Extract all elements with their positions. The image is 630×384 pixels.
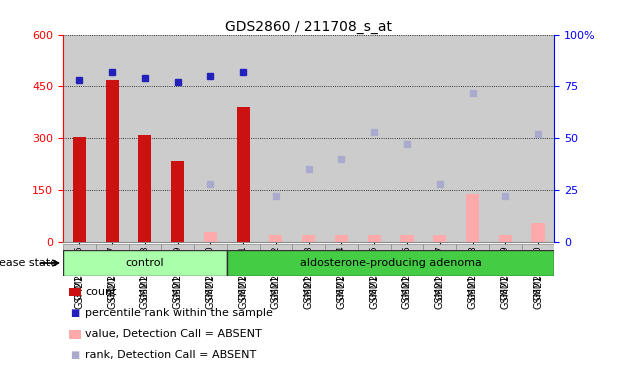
Text: disease state: disease state — [0, 258, 57, 268]
Bar — [260, 244, 292, 275]
Text: GSM211459: GSM211459 — [501, 245, 510, 300]
Bar — [325, 244, 358, 275]
Bar — [522, 244, 554, 275]
Bar — [204, 232, 217, 242]
Bar — [499, 235, 512, 242]
Text: GSM211454: GSM211454 — [337, 245, 346, 300]
Text: count: count — [85, 287, 117, 297]
Bar — [368, 235, 381, 242]
Text: rank, Detection Call = ABSENT: rank, Detection Call = ABSENT — [85, 350, 256, 360]
Text: GSM211447: GSM211447 — [108, 245, 117, 300]
Bar — [401, 235, 413, 242]
Text: aldosterone-producing adenoma: aldosterone-producing adenoma — [300, 258, 481, 268]
Text: GSM211460: GSM211460 — [534, 245, 542, 300]
Bar — [171, 161, 184, 242]
Text: control: control — [125, 258, 164, 268]
Bar — [227, 244, 260, 275]
Bar — [237, 107, 249, 242]
Text: GSM211453: GSM211453 — [304, 245, 313, 300]
Title: GDS2860 / 211708_s_at: GDS2860 / 211708_s_at — [225, 20, 392, 33]
Bar — [292, 244, 325, 275]
Bar — [194, 244, 227, 275]
Text: GSM211448: GSM211448 — [140, 245, 149, 300]
Bar — [423, 244, 456, 275]
Bar — [391, 244, 423, 275]
Text: GSM211456: GSM211456 — [403, 245, 411, 300]
Bar — [433, 235, 446, 242]
Text: percentile rank within the sample: percentile rank within the sample — [85, 308, 273, 318]
Text: ■: ■ — [71, 350, 79, 360]
Bar — [270, 235, 282, 242]
Text: value, Detection Call = ABSENT: value, Detection Call = ABSENT — [85, 329, 262, 339]
Bar — [335, 235, 348, 242]
Bar — [161, 244, 194, 275]
Bar — [302, 235, 315, 242]
Bar — [532, 223, 544, 242]
Bar — [73, 137, 86, 242]
Bar — [129, 244, 161, 275]
Text: GSM211455: GSM211455 — [370, 245, 379, 300]
Text: GSM211457: GSM211457 — [435, 245, 444, 300]
Text: GSM211449: GSM211449 — [173, 245, 182, 300]
Bar — [139, 136, 151, 242]
Bar — [489, 244, 522, 275]
Text: GSM211452: GSM211452 — [272, 245, 280, 300]
Text: GSM211451: GSM211451 — [239, 245, 248, 300]
Text: GSM211446: GSM211446 — [75, 245, 84, 300]
Bar — [63, 244, 96, 275]
Bar — [466, 194, 479, 242]
Bar — [106, 80, 118, 242]
Text: GSM211458: GSM211458 — [468, 245, 477, 300]
Text: ■: ■ — [71, 308, 79, 318]
Bar — [63, 250, 227, 276]
Bar — [358, 244, 391, 275]
Bar — [96, 244, 129, 275]
Text: GSM211450: GSM211450 — [206, 245, 215, 300]
Bar — [227, 250, 554, 276]
Bar — [456, 244, 489, 275]
